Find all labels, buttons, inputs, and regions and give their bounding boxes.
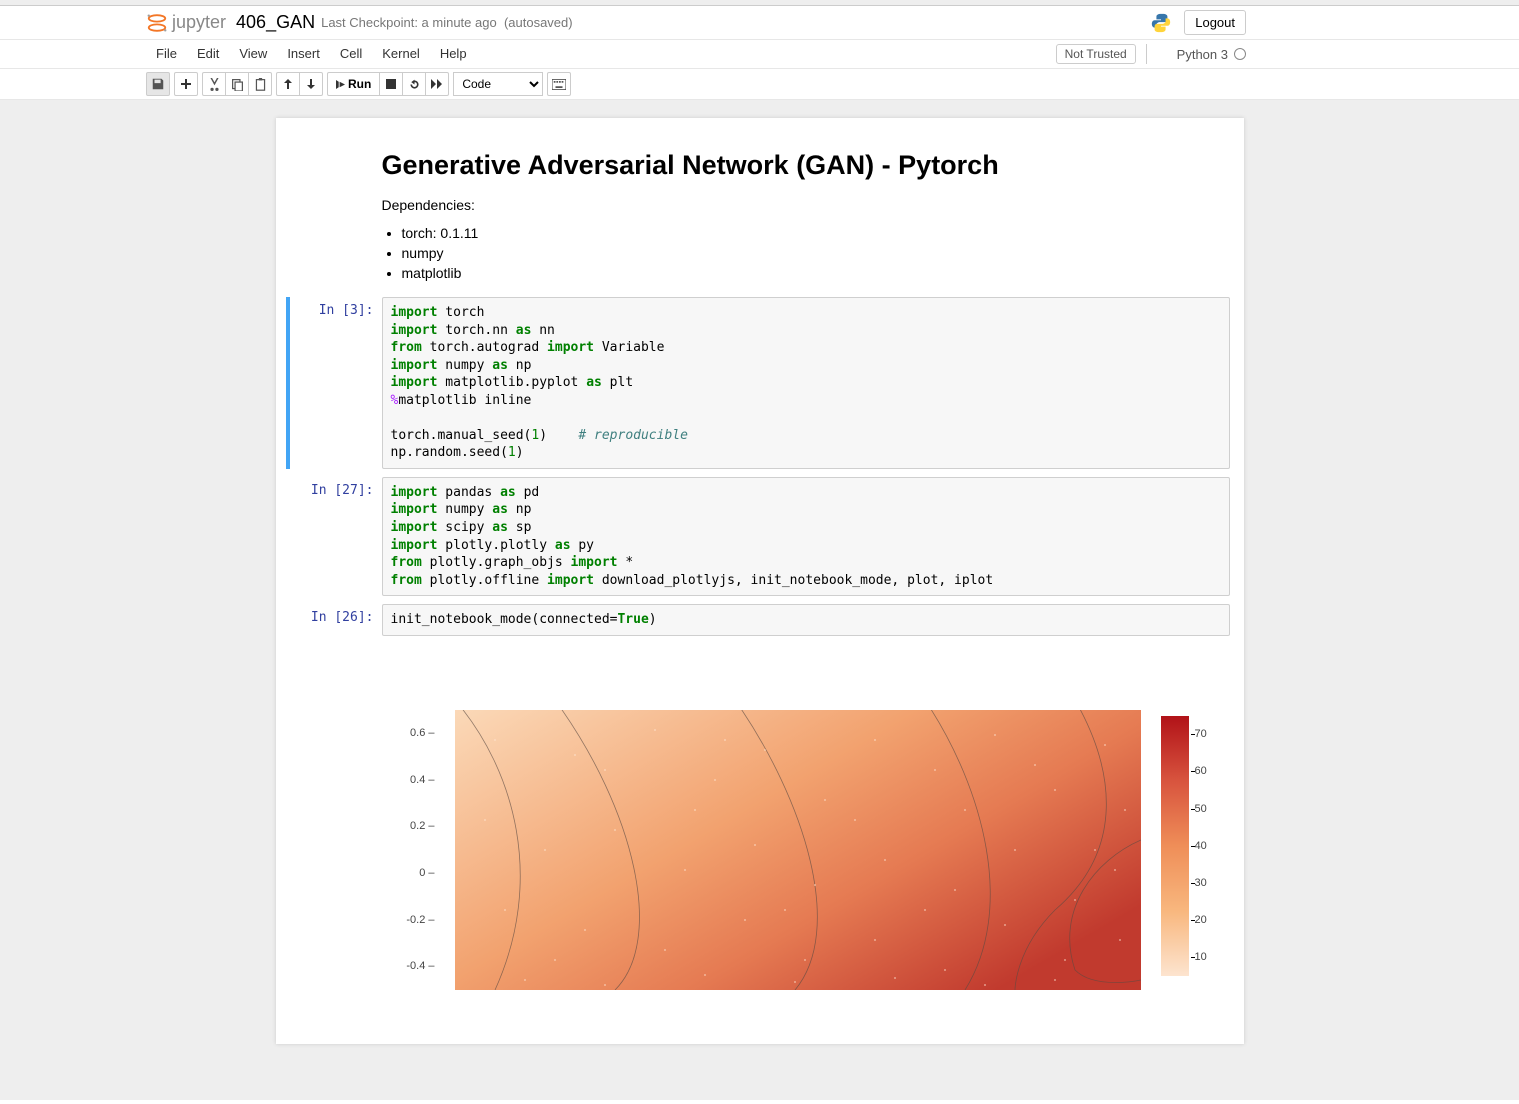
python-icon — [1150, 12, 1172, 34]
y-tick: 0.4 – — [410, 774, 434, 786]
code-cell[interactable]: In [27]: import pandas as pd import nump… — [290, 477, 1230, 596]
restart-button[interactable] — [402, 72, 426, 96]
notebook-container: Generative Adversarial Network (GAN) - P… — [276, 118, 1244, 1044]
y-tick: -0.4 – — [406, 960, 434, 972]
run-icon — [336, 80, 345, 89]
menu-cell[interactable]: Cell — [330, 40, 372, 68]
trusted-badge[interactable]: Not Trusted — [1056, 44, 1136, 64]
heatmap-plot[interactable] — [455, 710, 1141, 990]
copy-button[interactable] — [225, 72, 249, 96]
y-tick: 0 – — [419, 867, 434, 879]
arrow-up-icon — [282, 78, 294, 90]
menu-view[interactable]: View — [229, 40, 277, 68]
plus-icon — [180, 78, 192, 90]
divider — [1146, 44, 1147, 64]
colorbar-tick: 20 — [1195, 914, 1207, 926]
y-axis: 0.6 – 0.4 – 0.2 – 0 – -0.2 – -0.4 – — [395, 710, 435, 990]
output-prompt — [290, 644, 382, 996]
input-prompt: In [3]: — [290, 297, 382, 469]
page-title: Generative Adversarial Network (GAN) - P… — [382, 150, 1230, 181]
colorbar-tick: 70 — [1195, 728, 1207, 740]
jupyter-logo[interactable]: jupyter — [146, 12, 226, 34]
code-input[interactable]: import torch import torch.nn as nn from … — [382, 297, 1230, 469]
y-tick: 0.2 – — [410, 820, 434, 832]
paste-icon — [254, 78, 267, 91]
checkpoint-status: Last Checkpoint: a minute ago (autosaved… — [321, 15, 573, 30]
header: jupyter 406_GAN Last Checkpoint: a minut… — [0, 6, 1519, 40]
menu-help[interactable]: Help — [430, 40, 477, 68]
notebook-name[interactable]: 406_GAN — [236, 12, 315, 33]
jupyter-icon — [146, 12, 168, 34]
colorbar-tick: 40 — [1195, 840, 1207, 852]
y-tick: 0.6 – — [410, 727, 434, 739]
toolbar: Run Code — [0, 69, 1519, 100]
dep-item: torch: 0.1.11 — [402, 225, 1230, 241]
save-icon — [151, 77, 165, 91]
deps-list: torch: 0.1.11 numpy matplotlib — [402, 225, 1230, 281]
keyboard-icon — [552, 79, 566, 90]
markdown-cell[interactable]: Generative Adversarial Network (GAN) - P… — [290, 138, 1230, 297]
move-down-button[interactable] — [299, 72, 323, 96]
command-palette-button[interactable] — [547, 72, 571, 96]
dep-item: numpy — [402, 245, 1230, 261]
code-cell[interactable]: In [3]: import torch import torch.nn as … — [286, 297, 1230, 469]
colorbar-tick: 60 — [1195, 765, 1207, 777]
code-cell[interactable]: In [26]: init_notebook_mode(connected=Tr… — [290, 604, 1230, 636]
cell-type-select[interactable]: Code — [453, 72, 543, 96]
add-cell-button[interactable] — [174, 72, 198, 96]
kernel-indicator[interactable]: Python 3 — [1177, 47, 1246, 62]
restart-run-all-button[interactable] — [425, 72, 449, 96]
notebook-background: Generative Adversarial Network (GAN) - P… — [0, 100, 1519, 1100]
logo-text: jupyter — [172, 12, 226, 33]
arrow-down-icon — [305, 78, 317, 90]
kernel-idle-icon — [1234, 48, 1246, 60]
logout-button[interactable]: Logout — [1184, 10, 1246, 35]
output-cell: 0.6 – 0.4 – 0.2 – 0 – -0.2 – -0.4 – 70 60 50 40 3… — [290, 644, 1230, 996]
menu-file[interactable]: File — [146, 40, 187, 68]
move-up-button[interactable] — [276, 72, 300, 96]
plotly-chart[interactable]: 0.6 – 0.4 – 0.2 – 0 – -0.2 – -0.4 – 70 60 50 40 3… — [395, 650, 1217, 990]
save-button[interactable] — [146, 72, 170, 96]
stop-icon — [386, 79, 396, 89]
menu-insert[interactable]: Insert — [277, 40, 330, 68]
input-prompt: In [27]: — [290, 477, 382, 596]
cut-button[interactable] — [202, 72, 226, 96]
colorbar: 70 60 50 40 30 20 10 — [1161, 716, 1217, 976]
code-input[interactable]: import pandas as pd import numpy as np i… — [382, 477, 1230, 596]
colorbar-tick: 30 — [1195, 877, 1207, 889]
colorbar-tick: 10 — [1195, 951, 1207, 963]
code-input[interactable]: init_notebook_mode(connected=True) — [382, 604, 1230, 636]
menu-kernel[interactable]: Kernel — [372, 40, 430, 68]
cut-icon — [208, 78, 221, 91]
interrupt-button[interactable] — [379, 72, 403, 96]
run-button[interactable]: Run — [327, 72, 380, 96]
paste-button[interactable] — [248, 72, 272, 96]
restart-icon — [408, 78, 421, 91]
dep-item: matplotlib — [402, 265, 1230, 281]
input-prompt: In [26]: — [290, 604, 382, 636]
deps-label: Dependencies: — [382, 197, 1230, 213]
menubar: FileEditViewInsertCellKernelHelp Not Tru… — [0, 40, 1519, 69]
y-tick: -0.2 – — [406, 914, 434, 926]
menu-edit[interactable]: Edit — [187, 40, 229, 68]
copy-icon — [231, 78, 244, 91]
colorbar-tick: 50 — [1195, 803, 1207, 815]
fast-forward-icon — [431, 78, 443, 90]
